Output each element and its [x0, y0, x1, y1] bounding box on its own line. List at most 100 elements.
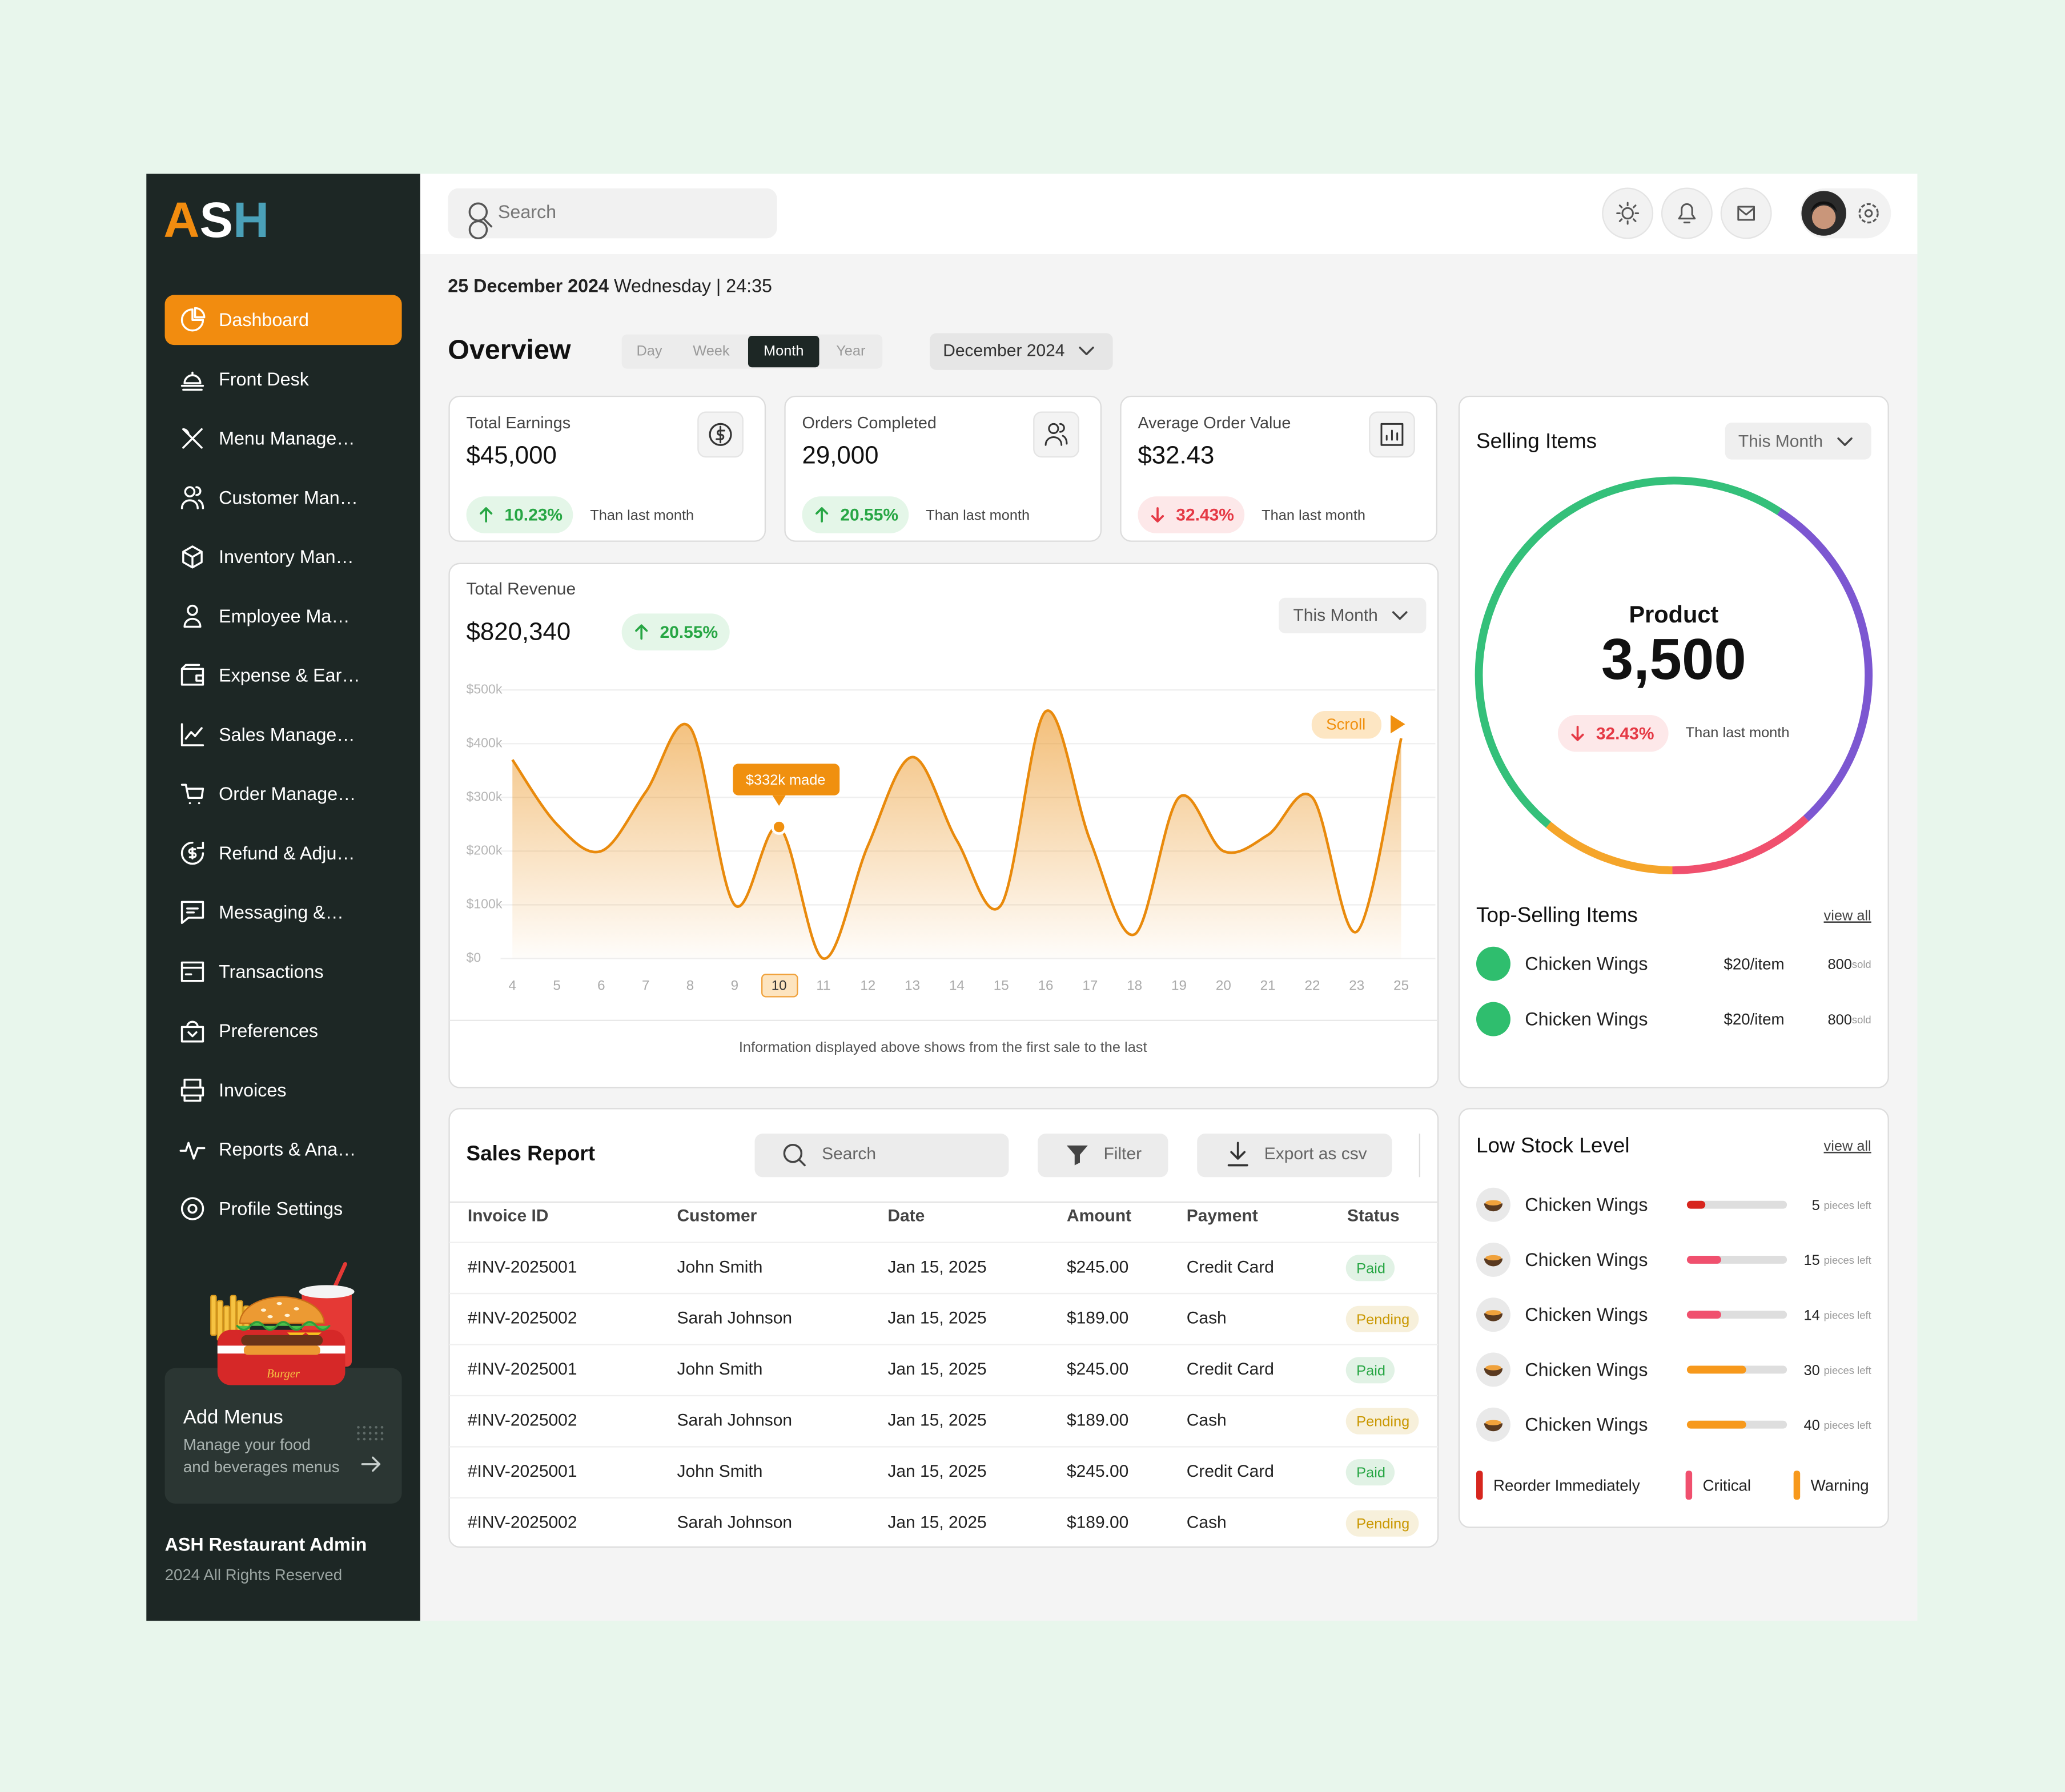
- table-cell: Cash: [1187, 1309, 1227, 1328]
- nav-label[interactable]: Front Desk: [219, 369, 310, 389]
- view-all[interactable]: view all: [1824, 1138, 1871, 1154]
- month-select[interactable]: [930, 333, 1113, 370]
- chevron: [1392, 611, 1408, 620]
- status-pill: [1345, 1510, 1419, 1537]
- nav-item[interactable]: Expense & Ear…: [180, 664, 360, 686]
- donut-segment: [1475, 476, 1873, 874]
- filter-label[interactable]: Filter: [1104, 1144, 1142, 1163]
- nav-item[interactable]: Refund & Adju…: [180, 841, 355, 865]
- bowl: [1484, 1203, 1503, 1212]
- stat-note: Than last month: [590, 508, 694, 524]
- header-button-bg[interactable]: [1720, 187, 1772, 239]
- scroll-pill[interactable]: [1311, 711, 1381, 739]
- nav-label[interactable]: Customer Man…: [219, 487, 358, 508]
- status-pill: [1345, 1459, 1395, 1486]
- nav-item[interactable]: Front Desk: [180, 369, 310, 391]
- item-thumb: [1476, 1002, 1510, 1036]
- x-tick-label: 10: [772, 978, 787, 993]
- nav-label[interactable]: Expense & Ear…: [219, 665, 360, 686]
- avatar-hair: [1810, 201, 1837, 212]
- change-value: 32.43%: [1596, 724, 1654, 743]
- settings-icon[interactable]: [1858, 203, 1879, 224]
- search-icon: [783, 1144, 803, 1163]
- search-box[interactable]: [448, 188, 777, 239]
- table-cell: Jan 15, 2025: [887, 1513, 986, 1532]
- dot: [357, 1437, 360, 1441]
- nav-icon: [180, 1078, 204, 1102]
- search-placeholder[interactable]: Search: [498, 202, 556, 222]
- nav-item[interactable]: Sales Manage…: [180, 723, 355, 746]
- nav-label[interactable]: Invoices: [219, 1080, 286, 1100]
- sales-report-card: Sales Report Search Filter Export as csv Inv…: [448, 1108, 1439, 1548]
- table-cell: John Smith: [677, 1257, 762, 1276]
- header-button-bg[interactable]: [1661, 187, 1713, 239]
- nav-label[interactable]: Preferences: [219, 1020, 318, 1041]
- nav-item[interactable]: Inventory Man…: [182, 545, 354, 569]
- status-label: Paid: [1356, 1363, 1385, 1379]
- nav-item[interactable]: Preferences: [180, 1020, 319, 1043]
- scroll-label[interactable]: Scroll: [1326, 716, 1365, 733]
- table-cell: Credit Card: [1187, 1257, 1274, 1276]
- nav-label[interactable]: Sales Manage…: [219, 724, 355, 745]
- promo-card: Burger Add Menus Manage your food and bever…: [164, 1261, 402, 1504]
- search-placeholder[interactable]: Search: [822, 1144, 876, 1163]
- nav-label[interactable]: Dashboard: [219, 310, 309, 330]
- nav-icon-shape: [180, 901, 204, 924]
- nav-item[interactable]: Dashboard: [164, 295, 402, 345]
- promo-text: Manage your food: [183, 1436, 311, 1453]
- nav-item[interactable]: Messaging &…: [180, 901, 344, 924]
- header-button[interactable]: [1602, 187, 1654, 239]
- nav-icon-shape: [180, 784, 204, 805]
- search-box[interactable]: [754, 1134, 1009, 1178]
- nav-label[interactable]: Messaging &…: [219, 902, 344, 923]
- export-icon: [1227, 1142, 1248, 1167]
- count-unit: pieces left: [1824, 1199, 1871, 1211]
- period-select[interactable]: [1725, 423, 1871, 460]
- bowl: [1484, 1258, 1503, 1267]
- stat-card: Total Earnings $45,000 10.23% Than last mon…: [448, 395, 766, 542]
- period-option[interactable]: Month: [764, 343, 803, 359]
- nav-label[interactable]: Menu Manage…: [219, 428, 355, 449]
- nav-label[interactable]: Transactions: [219, 961, 324, 982]
- header-button-bg[interactable]: [1602, 187, 1654, 239]
- nav-label[interactable]: Employee Ma…: [219, 606, 350, 626]
- nav-item[interactable]: Order Manage…: [180, 784, 356, 805]
- period-option[interactable]: Year: [836, 343, 866, 359]
- promo-bg: [164, 1368, 402, 1504]
- view-all[interactable]: view all: [1824, 907, 1871, 923]
- filter-button[interactable]: [1038, 1134, 1168, 1178]
- period-active[interactable]: [748, 335, 819, 368]
- nav-label[interactable]: Inventory Man…: [219, 547, 354, 567]
- period-select-label[interactable]: This Month: [1293, 606, 1378, 625]
- x-tick-highlight: [761, 974, 798, 998]
- nav-item[interactable]: Menu Manage…: [182, 428, 355, 449]
- nav-item[interactable]: Profile Settings: [180, 1197, 343, 1220]
- export-label[interactable]: Export as csv: [1264, 1144, 1367, 1163]
- period-select[interactable]: [1279, 597, 1427, 634]
- bowl: [1484, 1368, 1503, 1376]
- donut-label: Product: [1629, 601, 1718, 628]
- header-button[interactable]: [1720, 187, 1772, 239]
- date-time: Wednesday | 24:35: [614, 275, 772, 296]
- nav-label[interactable]: Refund & Adju…: [219, 843, 355, 863]
- month-select-label[interactable]: December 2024: [943, 341, 1064, 360]
- nav-item[interactable]: Employee Ma…: [183, 604, 350, 628]
- period-option[interactable]: Week: [693, 343, 730, 359]
- nav-label[interactable]: Profile Settings: [219, 1198, 343, 1219]
- nav-item[interactable]: Customer Man…: [180, 486, 358, 509]
- avatar-face: [1811, 205, 1836, 230]
- period-select-label[interactable]: This Month: [1738, 432, 1823, 451]
- cheese: [242, 1332, 322, 1341]
- nav-active-bg[interactable]: [164, 295, 402, 345]
- header-button[interactable]: [1661, 187, 1713, 239]
- period-option[interactable]: Day: [636, 343, 662, 359]
- nav-item[interactable]: Transactions: [180, 961, 324, 982]
- nav-icon: [180, 486, 204, 509]
- revenue-area: [512, 710, 1401, 959]
- nav-label[interactable]: Order Manage…: [219, 784, 356, 804]
- nav-icon-shape: [180, 664, 204, 686]
- nav-icon: [180, 841, 204, 865]
- nav-item[interactable]: Invoices: [180, 1078, 287, 1102]
- nav-item[interactable]: Reports & Ana…: [179, 1139, 356, 1160]
- nav-label[interactable]: Reports & Ana…: [219, 1139, 356, 1160]
